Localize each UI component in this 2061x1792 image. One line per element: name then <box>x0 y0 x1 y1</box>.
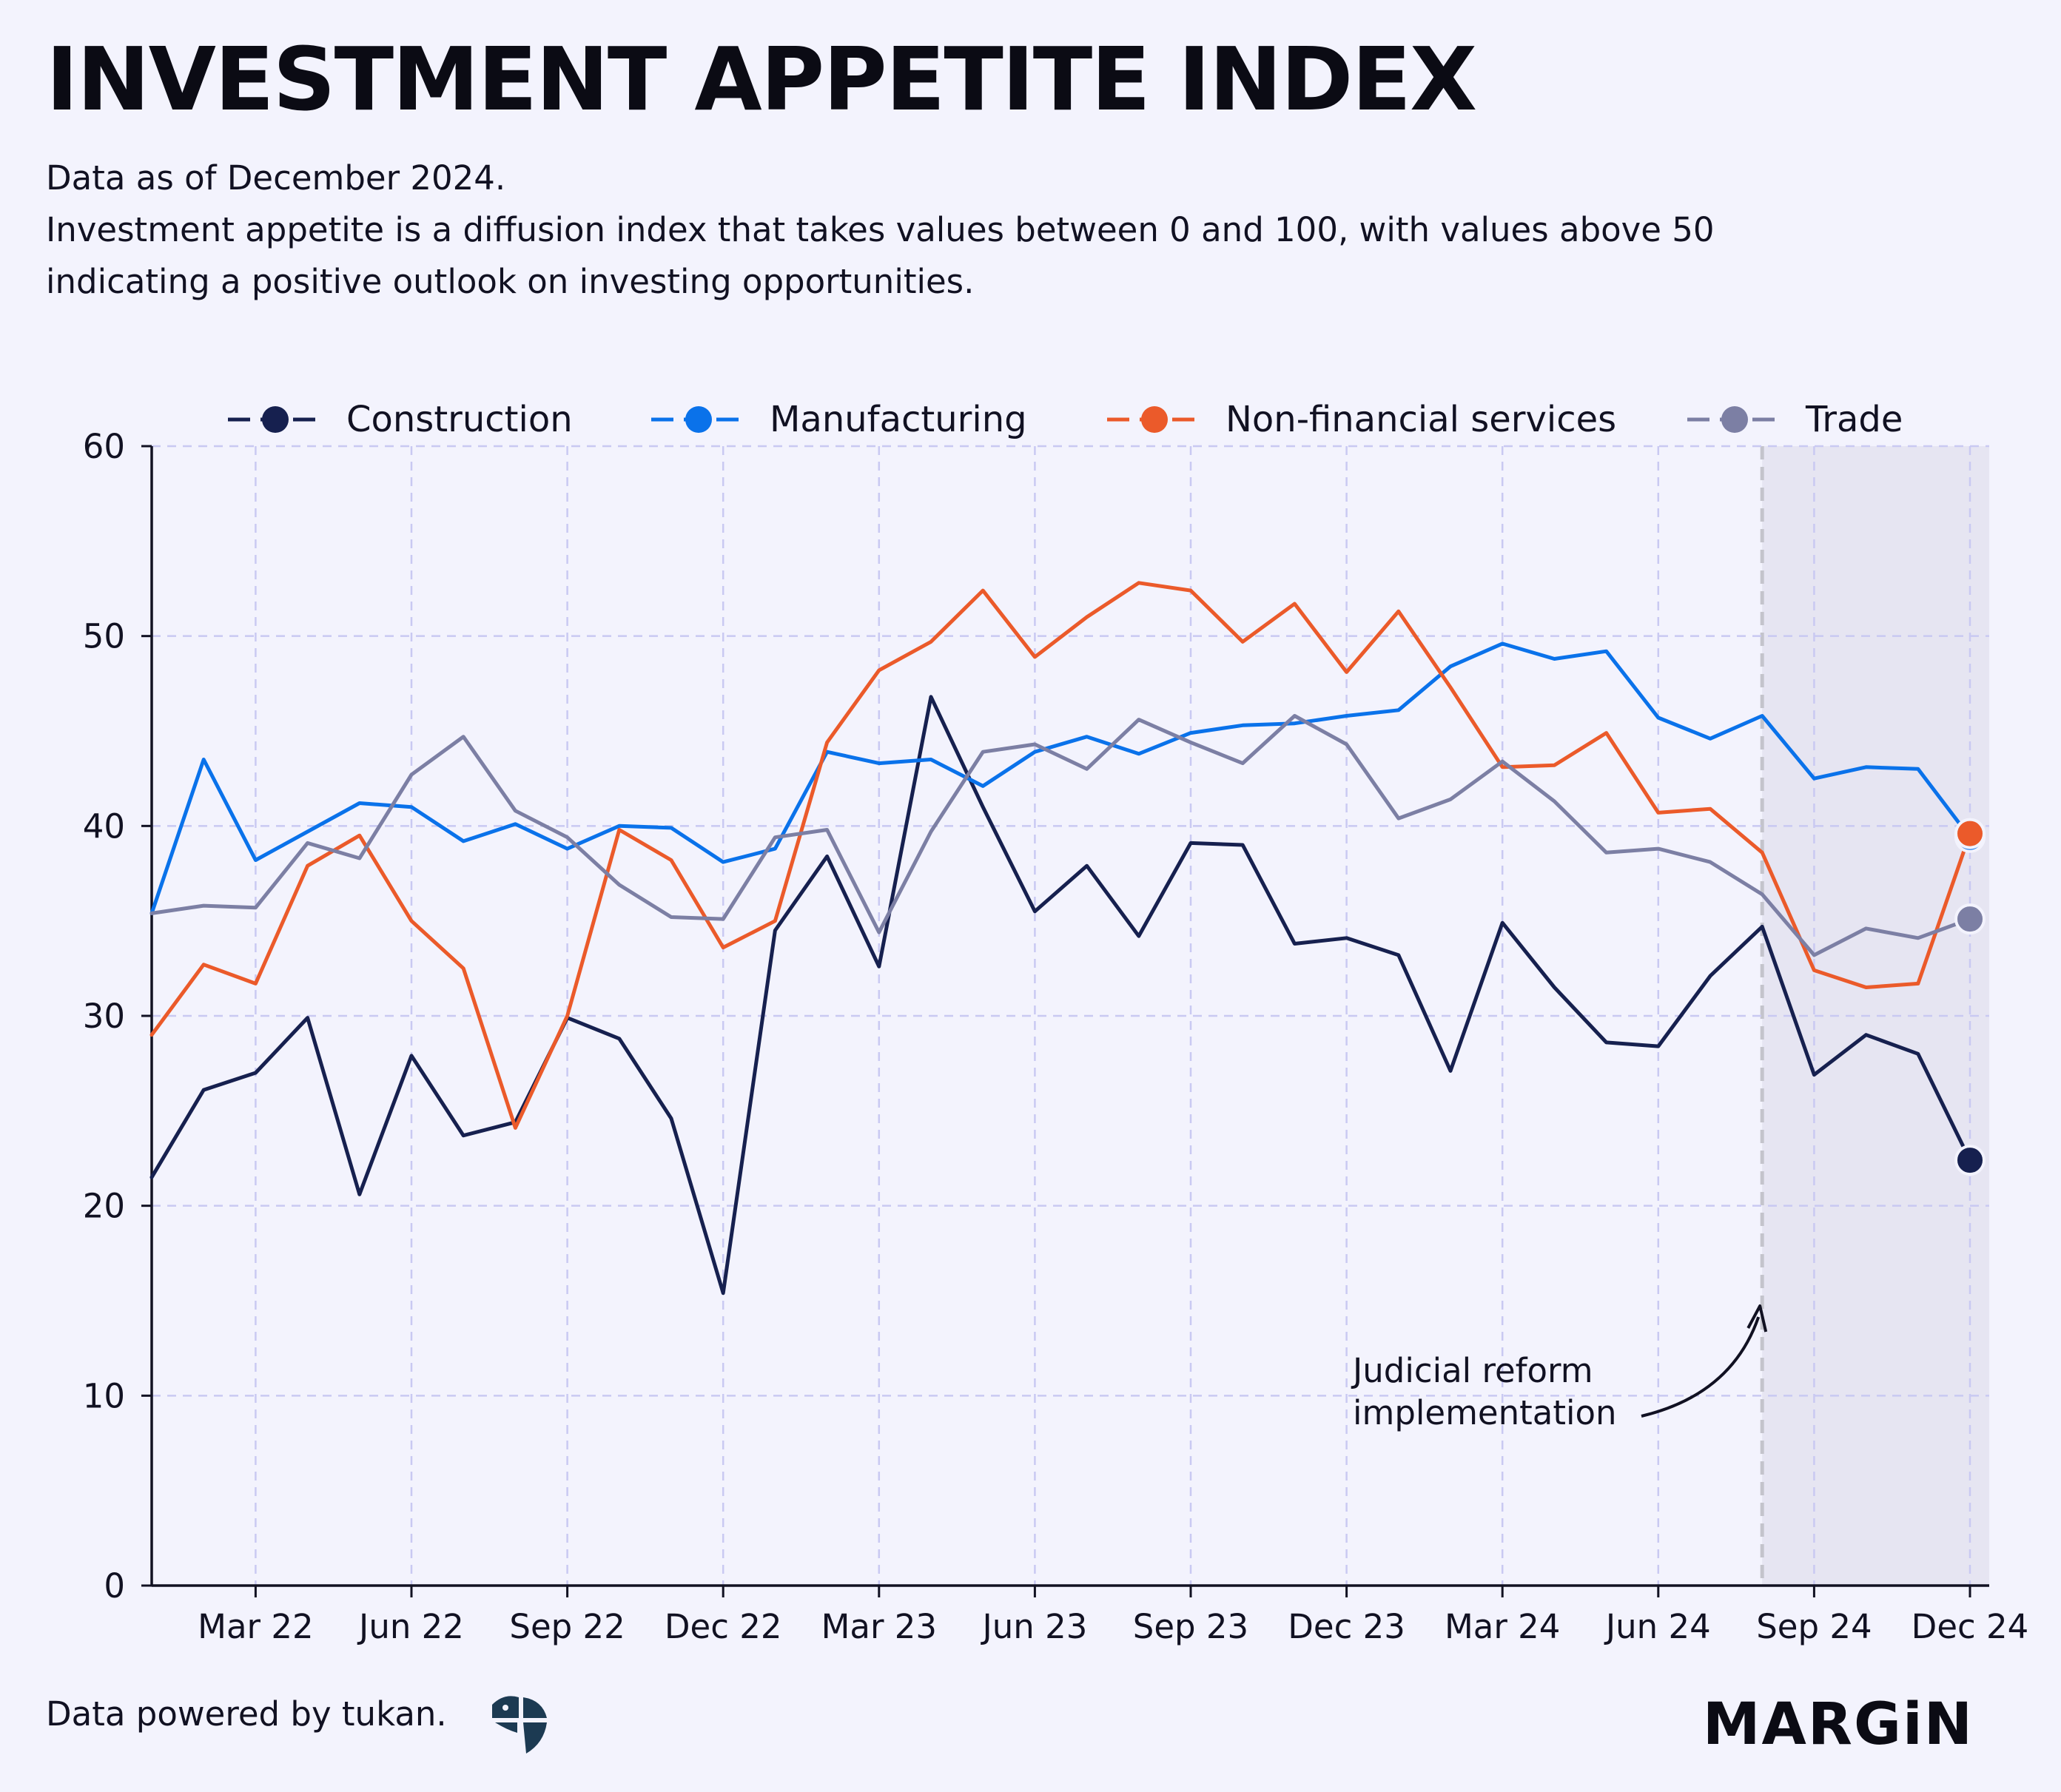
chart-axes: 0 10 20 30 40 50 60 Mar 22 Jun 22 Sep 22 Dec 22 Mar… <box>83 427 2029 1646</box>
x-tick-label: Sep 22 <box>509 1607 625 1646</box>
y-tick-label: 20 <box>83 1187 125 1226</box>
annotation-text: Judicial reform <box>1351 1351 1593 1390</box>
end-point-construction <box>1954 1145 1986 1176</box>
annotation-arrowhead <box>1746 1304 1768 1333</box>
chart-title: INVESTMENT APPETITE INDEX <box>46 28 1477 130</box>
x-tick-label: Dec 24 <box>1912 1607 2029 1646</box>
x-tick-label: Jun 24 <box>1604 1607 1711 1646</box>
legend-label: Non-financial services <box>1225 399 1616 440</box>
y-tick-label: 60 <box>83 427 125 466</box>
legend-label: Manufacturing <box>770 399 1027 440</box>
series-line-non-financial-services <box>149 581 1972 1130</box>
legend-label: Trade <box>1805 399 1903 440</box>
data-credit: Data powered by tukan. <box>46 1694 447 1734</box>
x-tick-label: Mar 24 <box>1445 1607 1560 1646</box>
margin-logo: MARGiN <box>1702 1691 1974 1758</box>
legend-marker <box>1721 406 1748 433</box>
y-tick-label: 0 <box>104 1566 125 1606</box>
legend-marker <box>1141 406 1168 433</box>
chart-legend: Construction Manufacturing Non-financial s… <box>228 399 1903 440</box>
x-tick-label: Dec 22 <box>665 1607 782 1646</box>
x-tick-label: Mar 22 <box>198 1607 313 1646</box>
subtitle-line: Investment appetite is a diffusion index… <box>46 210 1715 249</box>
series-line-trade <box>149 714 1972 957</box>
end-point-trade <box>1954 903 1986 935</box>
x-tick-label: Mar 23 <box>821 1607 937 1646</box>
tukan-logo-icon <box>492 1696 547 1754</box>
series-line-manufacturing <box>149 641 1972 915</box>
y-tick-label: 30 <box>83 997 125 1036</box>
y-tick-label: 50 <box>83 617 125 656</box>
x-tick-label: Sep 23 <box>1133 1607 1248 1646</box>
chart-grid <box>152 445 1989 1586</box>
y-tick-label: 10 <box>83 1376 125 1415</box>
annotation-arrow <box>1641 1316 1761 1418</box>
legend-marker <box>685 406 712 433</box>
x-tick-label: Sep 24 <box>1756 1607 1872 1646</box>
x-tick-label: Dec 23 <box>1288 1607 1405 1646</box>
subtitle-line: indicating a positive outlook on investi… <box>46 262 975 301</box>
legend-label: Construction <box>346 399 573 440</box>
legend-marker <box>262 406 289 433</box>
series-line-construction <box>149 695 1972 1296</box>
x-tick-label: Jun 23 <box>980 1607 1087 1646</box>
y-tick-label: 40 <box>83 806 125 846</box>
chart-series <box>149 581 1986 1296</box>
chart-subtitle: Data as of December 2024. Investment app… <box>46 152 1859 308</box>
x-tick-label: Jun 22 <box>357 1607 464 1646</box>
end-point-non-financial-services <box>1954 818 1986 849</box>
subtitle-line: Data as of December 2024. <box>46 158 506 198</box>
annotation-text: implementation <box>1353 1393 1617 1432</box>
